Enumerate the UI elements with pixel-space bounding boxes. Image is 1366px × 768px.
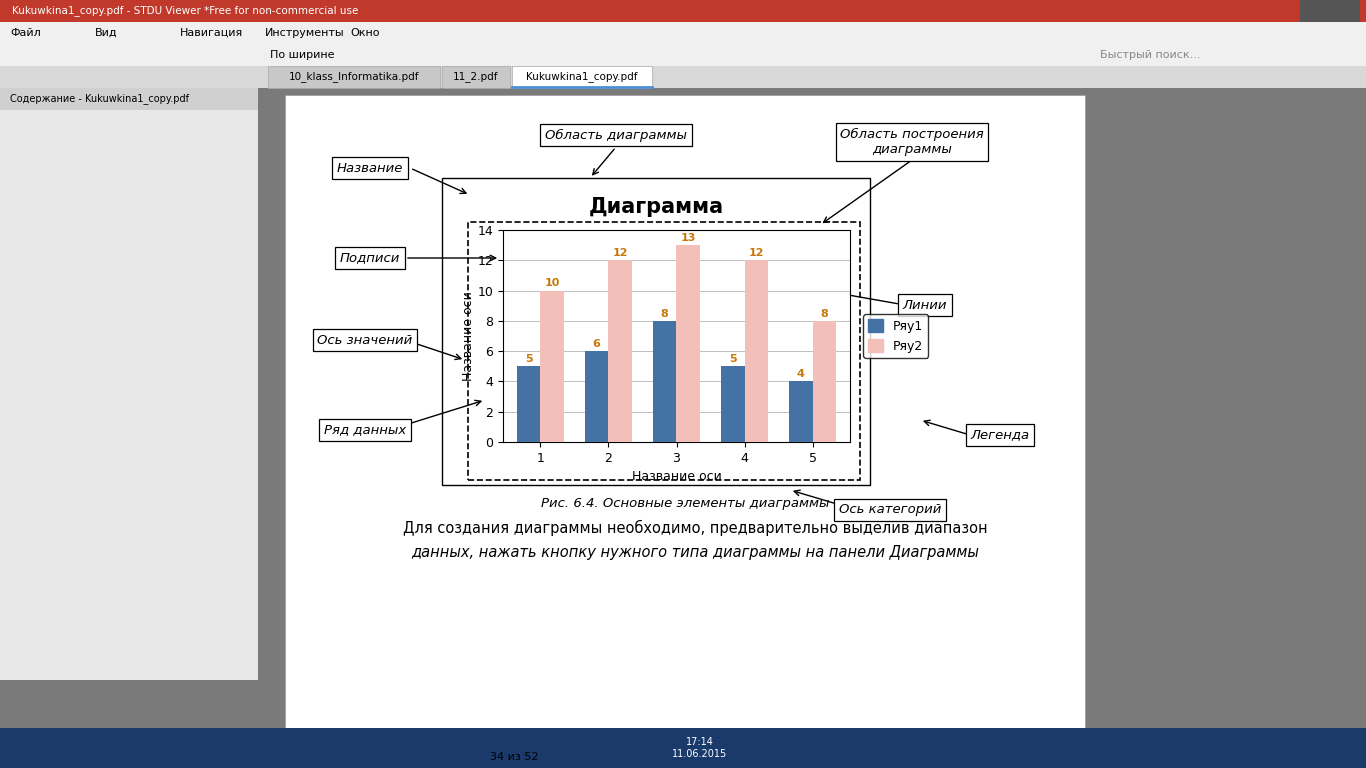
Text: Легенда: Легенда <box>970 429 1030 442</box>
Text: 34 из 52: 34 из 52 <box>490 752 538 762</box>
Text: Содержание - Kukuwkina1_copy.pdf: Содержание - Kukuwkina1_copy.pdf <box>10 94 189 104</box>
Text: По ширине: По ширине <box>270 50 335 60</box>
Bar <box>0 44 1366 66</box>
Bar <box>608 260 632 442</box>
Text: 5: 5 <box>729 354 736 364</box>
Bar <box>676 245 701 442</box>
Text: Окно: Окно <box>350 28 380 38</box>
Text: 5: 5 <box>525 354 533 364</box>
Text: 12: 12 <box>749 248 764 258</box>
Bar <box>653 321 676 442</box>
Y-axis label: Название оси: Название оси <box>462 291 474 381</box>
Bar <box>0 728 1366 768</box>
Bar <box>258 88 1366 768</box>
Text: 6: 6 <box>593 339 601 349</box>
Text: 12: 12 <box>612 248 628 258</box>
Text: 11_2.pdf: 11_2.pdf <box>454 71 499 82</box>
Text: Инструменты: Инструменты <box>265 28 344 38</box>
Text: Для создания диаграммы необходимо, предварительно выделив диапазон: Для создания диаграммы необходимо, предв… <box>403 520 988 536</box>
Bar <box>744 260 768 442</box>
Text: 17:14
11.06.2015: 17:14 11.06.2015 <box>672 737 728 759</box>
Bar <box>443 66 510 88</box>
Bar <box>1300 0 1320 22</box>
Text: Область диаграммы: Область диаграммы <box>545 128 687 141</box>
Bar <box>541 290 564 442</box>
Text: Файл: Файл <box>10 28 41 38</box>
Text: 8: 8 <box>661 309 668 319</box>
Text: 10: 10 <box>545 278 560 288</box>
Text: Подписи: Подписи <box>340 251 400 264</box>
Bar <box>0 88 258 680</box>
Bar <box>0 88 258 110</box>
Text: Вид: Вид <box>96 28 117 38</box>
Text: Kukuwkina1_copy.pdf: Kukuwkina1_copy.pdf <box>526 71 638 82</box>
Legend: Ряу1, Ряу2: Ряу1, Ряу2 <box>863 314 929 358</box>
Bar <box>285 95 1085 740</box>
Bar <box>0 746 1366 768</box>
Bar <box>0 0 1366 22</box>
Text: Ряд данных: Ряд данных <box>324 423 406 436</box>
Bar <box>788 382 813 442</box>
Text: 8: 8 <box>821 309 828 319</box>
Bar <box>0 66 1366 88</box>
Bar <box>516 366 541 442</box>
Text: Навигация: Навигация <box>180 28 243 38</box>
Bar <box>443 178 870 485</box>
Text: 4: 4 <box>796 369 805 379</box>
Text: Быстрый поиск...: Быстрый поиск... <box>1100 50 1201 60</box>
Text: Ось категорий: Ось категорий <box>839 504 941 517</box>
Bar <box>0 22 1366 44</box>
Text: Линии: Линии <box>903 299 947 312</box>
X-axis label: Название оси: Название оси <box>631 470 721 483</box>
Text: Область построения
диаграммы: Область построения диаграммы <box>840 128 984 156</box>
Text: 10_klass_Informatika.pdf: 10_klass_Informatika.pdf <box>288 71 419 82</box>
Text: Название: Название <box>337 161 403 174</box>
Bar <box>585 351 608 442</box>
Text: Kukuwkina1_copy.pdf - STDU Viewer *Free for non-commercial use: Kukuwkina1_copy.pdf - STDU Viewer *Free … <box>12 5 358 16</box>
Bar <box>469 222 861 480</box>
Bar <box>721 366 744 442</box>
Text: Ось значений: Ось значений <box>317 333 413 346</box>
Bar <box>813 321 836 442</box>
Bar <box>1340 0 1361 22</box>
Text: Рис. 6.4. Основные элементы диаграммы: Рис. 6.4. Основные элементы диаграммы <box>541 496 829 509</box>
Text: данных, нажать кнопку нужного типа диаграммы на панели Диаграммы: данных, нажать кнопку нужного типа диагр… <box>411 545 979 560</box>
Bar <box>512 66 652 88</box>
Text: Диаграмма: Диаграмма <box>589 197 724 217</box>
Bar <box>1320 0 1340 22</box>
Text: 13: 13 <box>680 233 697 243</box>
Bar <box>268 66 440 88</box>
